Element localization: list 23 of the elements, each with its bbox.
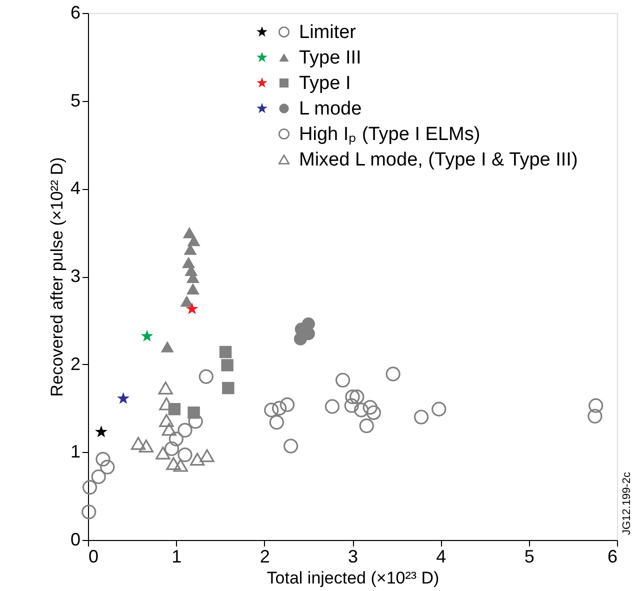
legend-label: High Iₚ (Type I ELMs)	[299, 124, 480, 145]
y-tick-label: 0	[70, 530, 80, 550]
text: JG12.199-2c	[621, 472, 633, 535]
y-axis-title: Recovered after pulse (×10²² D)	[47, 157, 66, 397]
y-tick-label: 5	[70, 90, 80, 110]
y-tick-label: 2	[70, 354, 80, 374]
x-tick-label: 2	[260, 546, 270, 566]
x-tick-label: 0	[88, 546, 99, 566]
legend-label: Type III	[299, 48, 362, 68]
y-tick-label: 4	[70, 178, 80, 198]
y-tick-label: 3	[70, 266, 80, 286]
y-tick-label: 1	[70, 442, 80, 462]
x-tick-label: 5	[524, 546, 534, 566]
y-tick-label: 6	[70, 2, 80, 22]
x-axis-title: Total injected (×10²³ D)	[266, 568, 440, 588]
legend-label: Mixed L mode, (Type I & Type III)	[299, 150, 578, 170]
legend-label: Limiter	[299, 22, 357, 43]
x-tick-label: 4	[436, 546, 446, 566]
legend-label: L mode	[299, 98, 362, 120]
x-tick-label: 1	[172, 546, 182, 566]
legend-label: Type I	[299, 73, 351, 94]
x-tick-label: 3	[348, 546, 358, 566]
x-tick-label: 6	[607, 546, 618, 566]
